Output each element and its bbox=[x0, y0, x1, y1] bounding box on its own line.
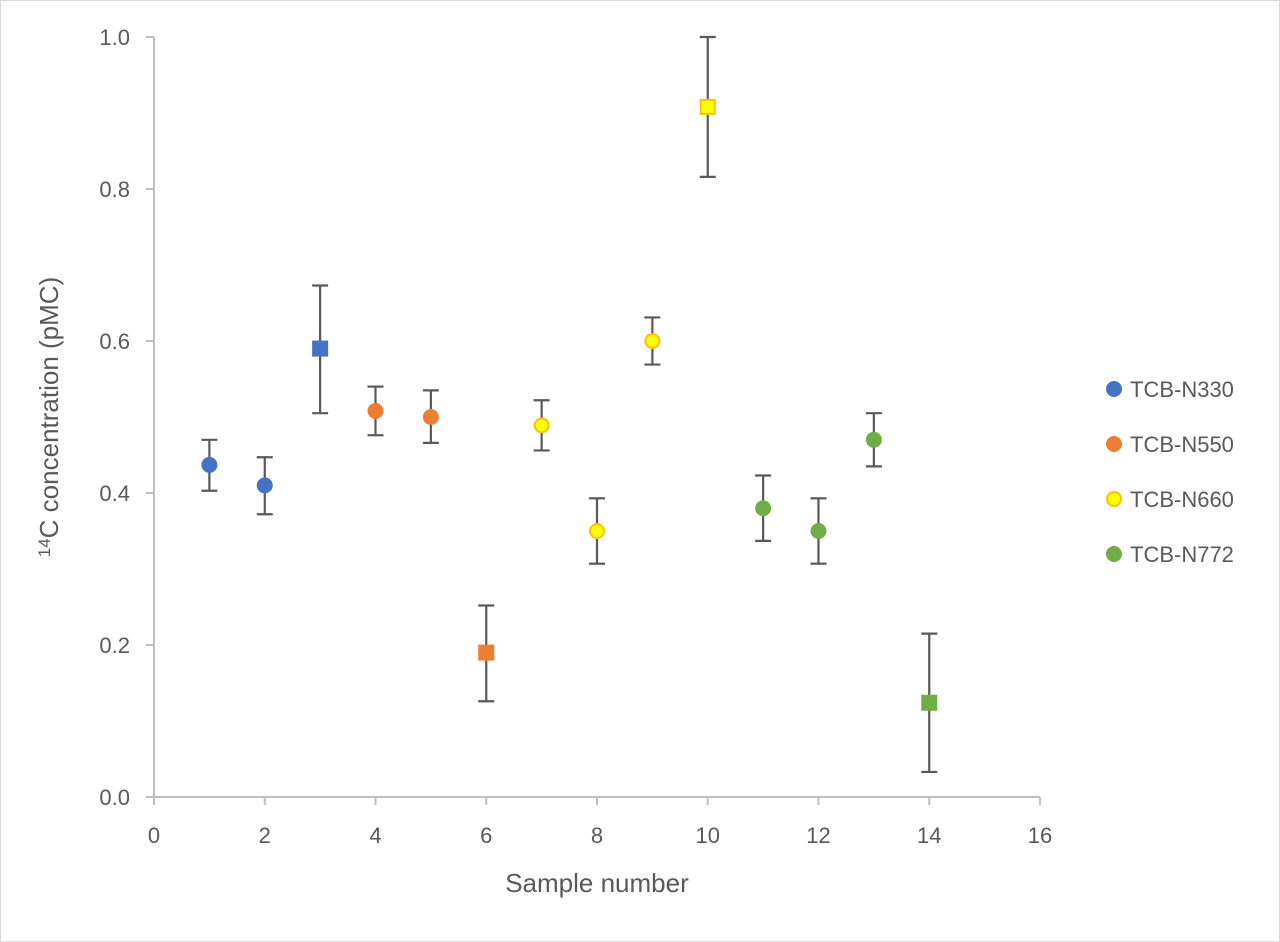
y-tick-label: 0.2 bbox=[99, 633, 130, 658]
data-points bbox=[201, 98, 938, 711]
legend-marker bbox=[1106, 381, 1122, 397]
legend-label: TCB-N660 bbox=[1130, 487, 1234, 512]
data-point-circle bbox=[422, 409, 439, 425]
data-point-square bbox=[478, 644, 495, 661]
legend-marker bbox=[1106, 491, 1122, 507]
data-point-circle bbox=[644, 333, 661, 349]
data-point-circle bbox=[367, 402, 384, 419]
data-point-circle bbox=[865, 431, 882, 448]
y-tick-label: 0.4 bbox=[99, 481, 130, 506]
axes bbox=[153, 37, 1040, 798]
y-axis-title-text: C concentration (pMC) bbox=[34, 277, 64, 539]
data-point-circle bbox=[201, 456, 218, 473]
error-bars bbox=[201, 35, 938, 774]
y-axis-title-superscript: 14 bbox=[35, 538, 54, 557]
y-tick-label: 0.0 bbox=[99, 785, 130, 810]
data-point-circle bbox=[589, 523, 605, 539]
legend: TCB-N330 TCB-N550 TCB-N660 TCB-N772 bbox=[1106, 377, 1234, 567]
data-point-square bbox=[312, 340, 329, 357]
legend-label: TCB-N330 bbox=[1130, 377, 1234, 402]
data-point-square bbox=[699, 98, 716, 115]
x-tick-label: 10 bbox=[696, 823, 720, 848]
data-point-circle bbox=[755, 500, 772, 517]
y-axis-title: 14C concentration (pMC) bbox=[34, 277, 64, 557]
x-axis-ticks: 0 2 4 6 8 10 12 14 16 bbox=[148, 797, 1052, 848]
x-axis-title: Sample number bbox=[505, 868, 689, 898]
legend-marker bbox=[1106, 546, 1122, 562]
y-tick-label: 0.8 bbox=[99, 177, 130, 202]
x-tick-label: 16 bbox=[1028, 823, 1052, 848]
x-tick-label: 0 bbox=[148, 823, 160, 848]
x-tick-label: 14 bbox=[917, 823, 941, 848]
x-tick-label: 8 bbox=[591, 823, 603, 848]
data-point-circle bbox=[256, 477, 273, 494]
legend-label: TCB-N772 bbox=[1130, 542, 1234, 567]
legend-label: TCB-N550 bbox=[1130, 432, 1234, 457]
y-axis-ticks: 0.0 0.2 0.4 0.6 0.8 1.0 bbox=[99, 25, 154, 810]
x-tick-label: 2 bbox=[259, 823, 271, 848]
x-tick-label: 4 bbox=[369, 823, 381, 848]
data-point-square bbox=[921, 694, 938, 711]
data-point-circle bbox=[533, 417, 550, 434]
legend-marker bbox=[1106, 436, 1122, 452]
y-tick-label: 1.0 bbox=[99, 25, 130, 50]
x-tick-label: 12 bbox=[806, 823, 830, 848]
y-tick-label: 0.6 bbox=[99, 329, 130, 354]
x-tick-label: 6 bbox=[480, 823, 492, 848]
data-point-circle bbox=[810, 523, 827, 539]
